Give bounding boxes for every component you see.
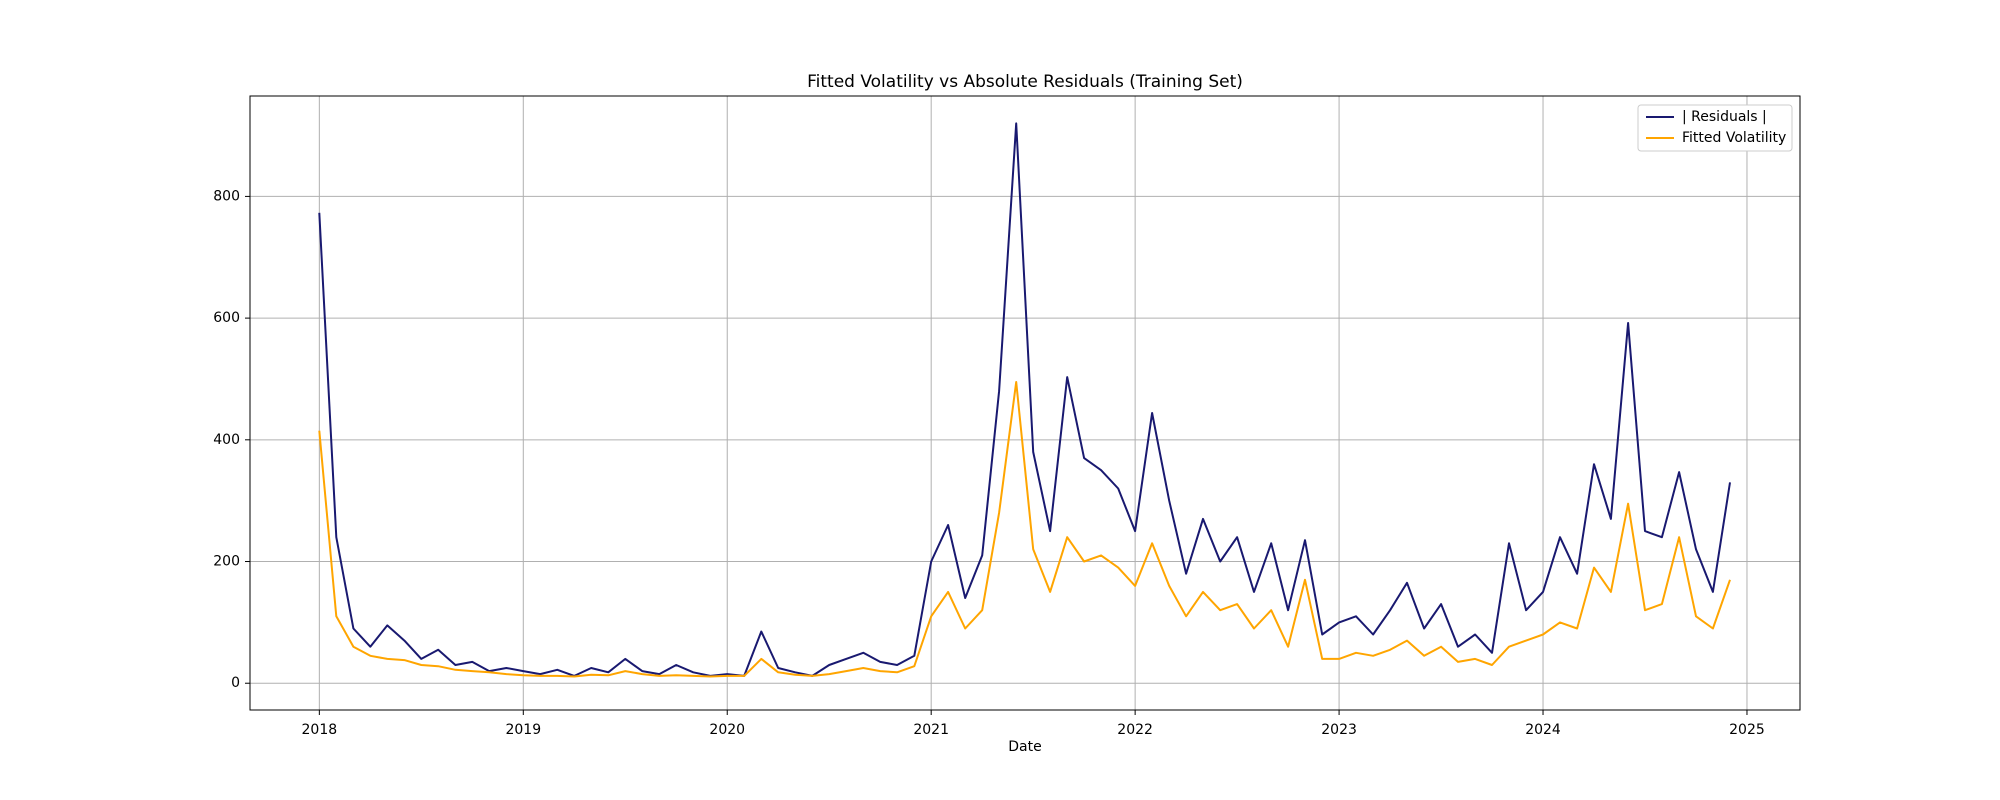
x-tick-label: 2018 [302,722,338,738]
x-tick-label: 2020 [709,722,745,738]
series-line [318,381,1731,678]
x-axis-label: Date [1008,739,1041,755]
x-tick-label: 2025 [1729,722,1765,738]
y-tick-label: 0 [231,675,240,691]
legend-label: Fitted Volatility [1682,130,1786,146]
plot-frame [249,95,1801,711]
series-line [318,122,1731,677]
legend-box [1637,104,1793,152]
chart-title: Fitted Volatility vs Absolute Residuals … [807,72,1243,92]
x-tick-label: 2019 [505,722,541,738]
y-tick-label: 600 [213,310,240,326]
x-tick-label: 2021 [913,722,949,738]
x-tick-label: 2024 [1525,722,1561,738]
y-tick-label: 200 [213,554,240,570]
y-tick-label: 800 [213,188,240,204]
x-tick-label: 2022 [1117,722,1153,738]
y-tick-label: 400 [213,432,240,448]
x-tick-label: 2023 [1321,722,1357,738]
legend-label: | Residuals | [1682,109,1767,125]
